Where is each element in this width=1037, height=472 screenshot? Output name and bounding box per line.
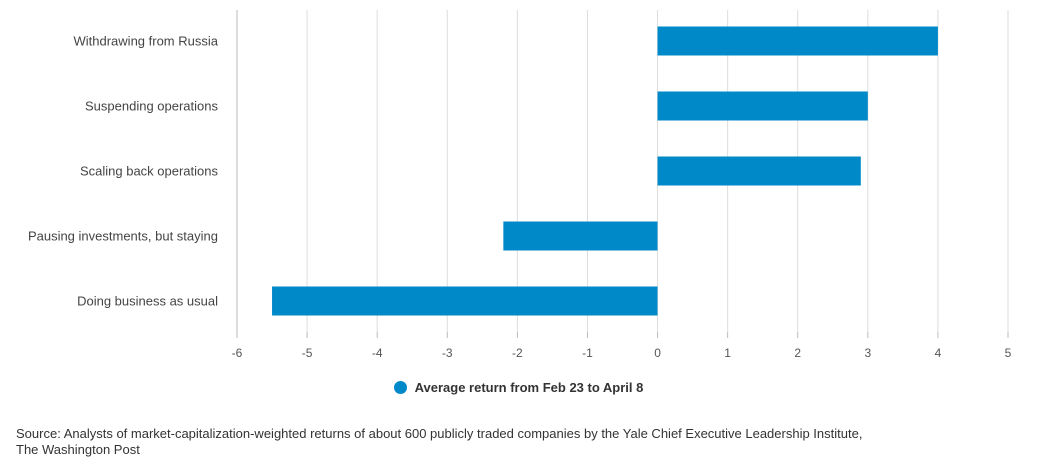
bar-0 bbox=[657, 26, 938, 56]
x-tick-label-5: 5 bbox=[1005, 346, 1012, 360]
category-label-1: Suspending operations bbox=[85, 99, 218, 114]
bar-chart: -6 -5 -4 -3 -2 -1 0 1 2 3 4 5 Withdrawing from Russi… bbox=[28, 10, 1012, 360]
legend[interactable]: Average return from Feb 23 to April 8 bbox=[0, 380, 1037, 395]
x-tick-label--6: -6 bbox=[232, 346, 243, 360]
category-label-3: Pausing investments, but staying bbox=[28, 229, 218, 244]
x-tick-label--2: -2 bbox=[512, 346, 523, 360]
source-note: Source: Analysts of market-capitalizatio… bbox=[16, 426, 1016, 458]
bar-2 bbox=[657, 156, 861, 186]
category-label-4: Doing business as usual bbox=[77, 294, 218, 309]
x-tick-label--4: -4 bbox=[372, 346, 383, 360]
x-tick-label-4: 4 bbox=[935, 346, 942, 360]
x-tick-label-3: 3 bbox=[864, 346, 871, 360]
x-tick-label--1: -1 bbox=[582, 346, 593, 360]
source-line-1: Source: Analysts of market-capitalizatio… bbox=[16, 426, 863, 441]
x-tick-label--5: -5 bbox=[302, 346, 313, 360]
bar-4 bbox=[272, 286, 658, 316]
category-label-2: Scaling back operations bbox=[80, 164, 219, 179]
x-tick-label-1: 1 bbox=[724, 346, 731, 360]
x-tick-label-2: 2 bbox=[794, 346, 801, 360]
category-label-0: Withdrawing from Russia bbox=[74, 34, 219, 49]
bar-3 bbox=[503, 221, 658, 251]
legend-marker bbox=[393, 381, 407, 394]
bar-1 bbox=[657, 91, 868, 121]
source-line-2: The Washington Post bbox=[16, 442, 140, 457]
x-tick-label--3: -3 bbox=[442, 346, 453, 360]
x-tick-label-0: 0 bbox=[654, 346, 661, 360]
legend-label: Average return from Feb 23 to April 8 bbox=[414, 380, 644, 395]
